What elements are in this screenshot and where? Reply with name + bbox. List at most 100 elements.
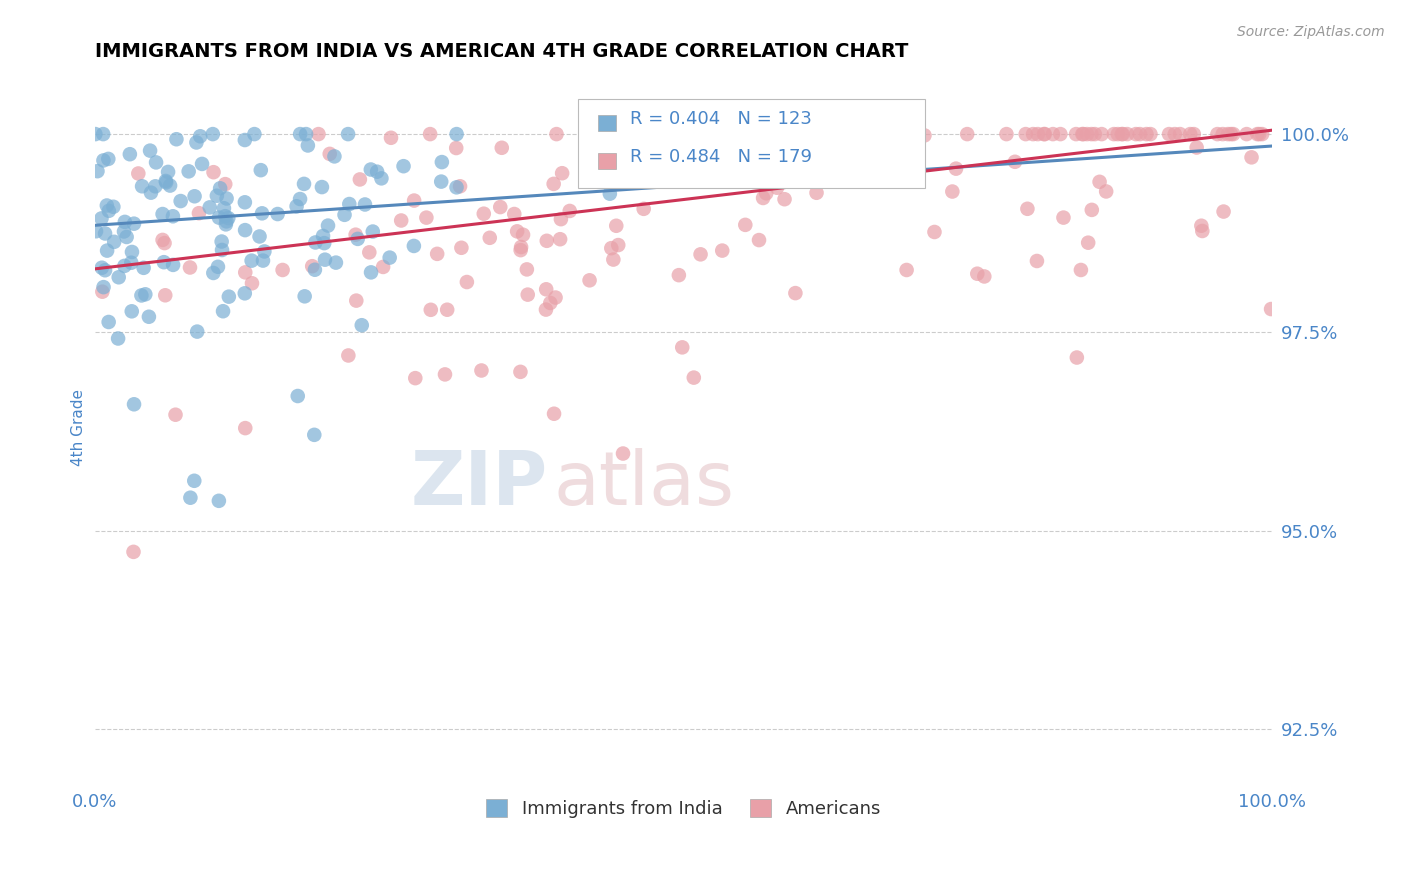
- Point: [337, 127, 360, 141]
- Point: [118, 147, 141, 161]
- Point: [361, 225, 384, 239]
- Point: [295, 127, 318, 141]
- Point: [145, 155, 167, 169]
- Legend: Immigrants from India, Americans: Immigrants from India, Americans: [478, 791, 889, 825]
- Point: [208, 493, 231, 508]
- Point: [287, 389, 309, 403]
- Point: [1129, 127, 1152, 141]
- Point: [1222, 127, 1244, 141]
- Point: [143, 179, 166, 194]
- Point: [1182, 127, 1205, 141]
- Point: [796, 127, 818, 141]
- Point: [707, 127, 730, 141]
- Text: IMMIGRANTS FROM INDIA VS AMERICAN 4TH GRADE CORRELATION CHART: IMMIGRANTS FROM INDIA VS AMERICAN 4TH GR…: [94, 42, 908, 61]
- Point: [212, 304, 235, 318]
- Point: [768, 152, 790, 166]
- Point: [610, 127, 633, 141]
- Point: [1088, 175, 1111, 189]
- Point: [995, 127, 1018, 141]
- Point: [612, 127, 634, 141]
- Point: [122, 217, 145, 231]
- Point: [214, 209, 236, 223]
- Point: [285, 199, 308, 213]
- Point: [1206, 127, 1229, 141]
- Point: [506, 224, 529, 238]
- Point: [188, 129, 211, 144]
- Point: [107, 331, 129, 345]
- Point: [337, 349, 360, 363]
- Point: [612, 446, 634, 460]
- Point: [112, 225, 135, 239]
- Point: [748, 233, 770, 247]
- Point: [233, 133, 256, 147]
- Point: [96, 198, 118, 212]
- Point: [1260, 301, 1282, 316]
- Point: [333, 208, 356, 222]
- Point: [344, 227, 367, 242]
- Point: [808, 127, 831, 141]
- Point: [769, 127, 792, 141]
- Point: [550, 212, 572, 227]
- Point: [389, 213, 412, 227]
- Point: [103, 200, 125, 214]
- Point: [600, 241, 623, 255]
- Point: [208, 211, 231, 225]
- Point: [1026, 127, 1049, 141]
- Point: [114, 259, 136, 273]
- Point: [215, 214, 238, 228]
- Point: [509, 243, 531, 257]
- Point: [165, 408, 187, 422]
- Point: [1102, 127, 1125, 141]
- Text: atlas: atlas: [554, 448, 735, 521]
- Point: [314, 252, 336, 267]
- Point: [433, 368, 456, 382]
- Point: [202, 165, 225, 179]
- Point: [544, 291, 567, 305]
- Point: [734, 127, 756, 141]
- Point: [186, 136, 208, 150]
- Point: [314, 236, 336, 251]
- Point: [749, 127, 772, 141]
- Point: [607, 238, 630, 252]
- Point: [659, 127, 682, 141]
- Point: [1071, 127, 1094, 141]
- Point: [1246, 127, 1268, 141]
- Point: [546, 127, 568, 141]
- Point: [1185, 140, 1208, 154]
- Point: [766, 180, 789, 194]
- Point: [371, 260, 394, 274]
- Point: [312, 229, 335, 244]
- Point: [896, 263, 918, 277]
- Point: [198, 200, 221, 214]
- Point: [786, 127, 808, 141]
- Point: [578, 273, 600, 287]
- Point: [301, 259, 323, 273]
- Point: [120, 256, 142, 270]
- Text: R = 0.404   N = 123: R = 0.404 N = 123: [630, 110, 811, 128]
- Point: [602, 252, 624, 267]
- Point: [380, 130, 402, 145]
- Point: [201, 127, 224, 141]
- Point: [139, 144, 162, 158]
- Point: [84, 224, 107, 238]
- Point: [1066, 351, 1088, 365]
- Point: [860, 127, 883, 141]
- Point: [319, 147, 342, 161]
- Point: [444, 141, 467, 155]
- Point: [419, 302, 441, 317]
- Point: [1168, 127, 1191, 141]
- Point: [207, 260, 229, 274]
- Point: [1042, 127, 1064, 141]
- Point: [648, 127, 671, 141]
- Point: [489, 200, 512, 214]
- Point: [450, 241, 472, 255]
- Point: [93, 280, 115, 294]
- Point: [1216, 127, 1239, 141]
- Point: [86, 164, 108, 178]
- Point: [456, 275, 478, 289]
- Point: [633, 202, 655, 216]
- Point: [543, 177, 565, 191]
- Point: [761, 136, 783, 151]
- Point: [211, 235, 233, 249]
- Point: [512, 227, 534, 242]
